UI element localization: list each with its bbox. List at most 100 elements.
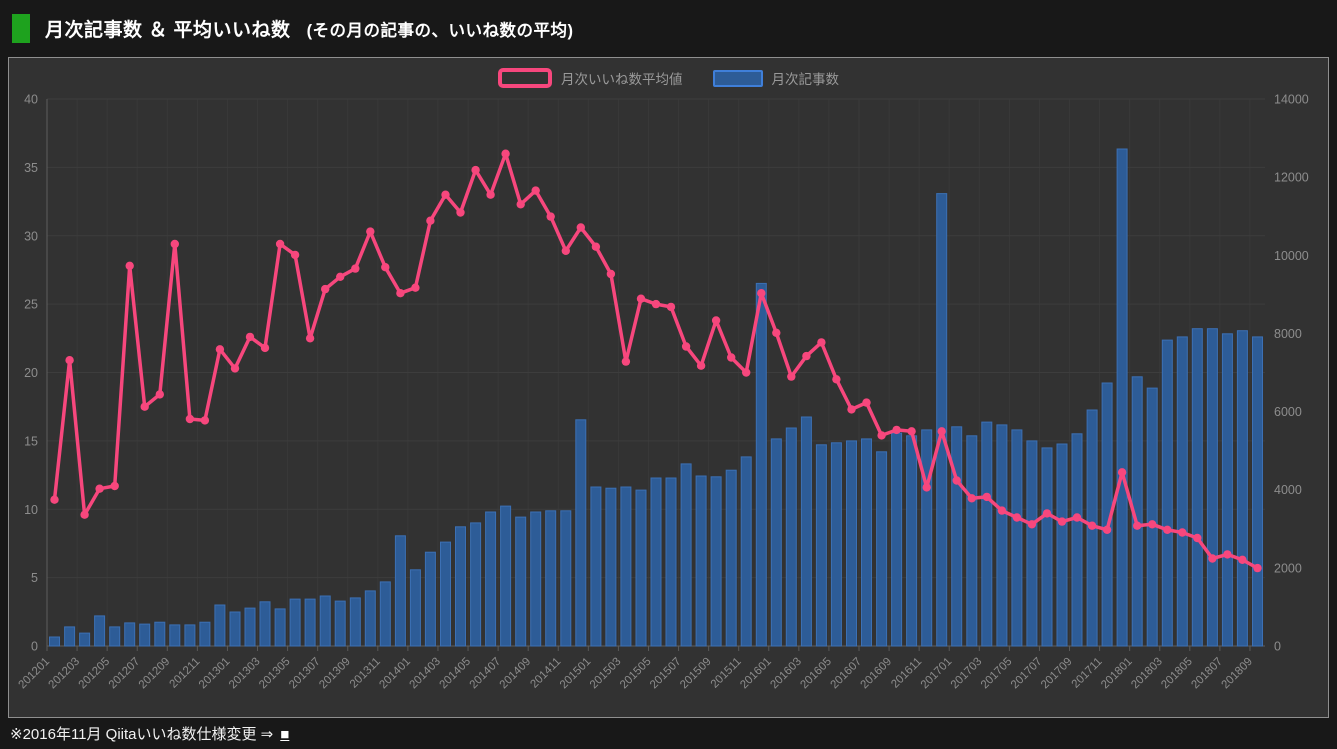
bar [545,510,557,647]
bar [876,451,888,647]
line-point [80,510,89,519]
line-point [486,190,495,199]
line-point [681,342,691,351]
x-axis-label: 201409 [498,656,534,692]
bar [244,607,256,647]
bar [906,435,918,647]
x-axis-label: 201705 [979,656,1015,692]
page-title: 月次記事数 ＆ 平均いいね数 [45,20,291,41]
bar [650,477,662,647]
x-axis-label: 201601 [738,656,774,692]
line-point [1163,525,1172,534]
legend-item-line-series[interactable]: 月次いいね数平均値 [498,68,683,88]
bar [891,432,903,647]
line-point [666,302,676,312]
line-point [215,345,225,354]
x-axis-label: 201709 [1039,656,1075,692]
line-point [636,294,646,303]
bar [1176,336,1188,647]
x-axis-label: 201607 [829,656,865,692]
line-point [336,272,345,281]
line-point [952,476,961,485]
line-point [290,250,300,260]
line-point [351,264,360,273]
bar [1221,333,1233,647]
bar [139,623,151,647]
bar [996,424,1008,647]
line-point [411,283,420,292]
left-axis-label: 15 [24,434,38,448]
bar [364,590,376,647]
bar [1252,336,1263,647]
bar [319,595,331,647]
bar [49,636,60,647]
x-axis-label: 201307 [287,656,323,692]
bar [1161,339,1173,647]
footnote-link[interactable]: ■ [280,726,290,743]
line-point [817,338,826,347]
page-subtitle: (その月の記事の、いいね数の平均) [306,22,574,40]
x-axis-label: 201209 [137,656,173,692]
bar [64,626,76,647]
line-point [1253,563,1262,573]
line-point [155,390,164,399]
bar [199,621,211,647]
x-axis-label: 201505 [618,656,654,692]
x-axis-label: 201511 [709,656,744,691]
legend-label-bar-series: 月次記事数 [771,72,840,87]
bar [921,429,933,647]
x-axis-label: 201309 [317,656,353,692]
line-point [1193,533,1202,543]
line-point [651,299,661,309]
line-point [982,492,991,502]
line-point [1027,520,1037,529]
line-point [140,402,149,411]
line-point [727,353,736,362]
bar [815,444,827,647]
bar [530,511,542,647]
footnote-text: ※2016年11月 Qiitaいいね数仕様変更 ⇒ [10,726,274,743]
line-point [95,484,104,493]
right-axis-label: 0 [1274,640,1281,654]
bar [289,598,301,647]
line-point [1057,517,1067,526]
line-point [772,328,781,337]
line-point [245,332,255,342]
line-point [591,242,601,251]
x-axis-label: 201707 [1009,656,1045,692]
line-point [832,375,841,384]
bar [1071,433,1083,647]
right-axis-label: 2000 [1274,561,1302,575]
bar [695,475,707,647]
line-point [696,361,706,370]
x-axis-label: 201407 [468,656,504,692]
bar [409,569,421,647]
bar [334,600,346,647]
line-point [275,239,285,249]
x-axis-label: 201503 [588,656,624,692]
line-point [1042,509,1052,518]
left-axis-label: 35 [24,161,38,175]
line-point [230,364,240,373]
bar [1206,328,1218,647]
bar [424,551,436,647]
bar [124,622,136,647]
x-axis-label: 201205 [77,656,113,692]
legend-item-bar-series[interactable]: 月次記事数 [712,68,840,88]
line-point [1208,554,1217,563]
bar-series-swatch-icon [712,69,763,87]
line-point [185,414,195,424]
line-point [1012,513,1022,522]
bar [1236,330,1248,647]
line-point [802,351,811,361]
chart-svg: 2012012012032012052012072012092012112013… [17,93,1309,692]
line-point [1178,528,1187,537]
line-point [1238,555,1247,564]
left-axis-label: 25 [24,298,38,312]
bar [1011,429,1023,647]
bar [830,442,842,647]
line-point [396,289,405,298]
chart-legend: 月次いいね数平均値 月次記事数 [9,68,1328,88]
x-axis-label: 201301 [197,656,233,692]
